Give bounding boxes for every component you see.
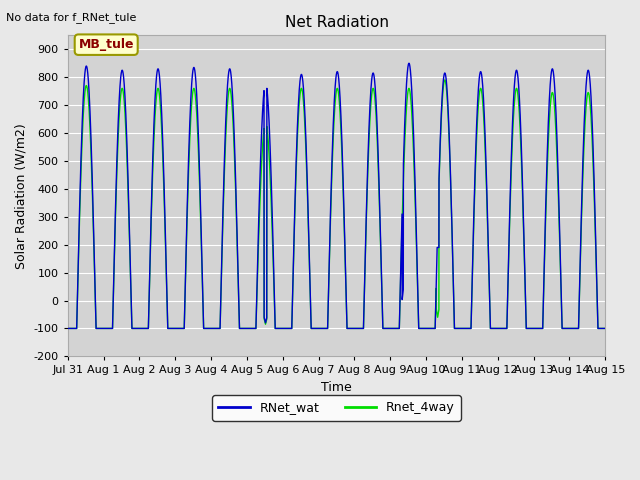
Title: Net Radiation: Net Radiation bbox=[285, 15, 388, 30]
Text: No data for f_RNet_tule: No data for f_RNet_tule bbox=[6, 12, 137, 23]
Text: MB_tule: MB_tule bbox=[79, 38, 134, 51]
Legend: RNet_wat, Rnet_4way: RNet_wat, Rnet_4way bbox=[212, 395, 461, 420]
X-axis label: Time: Time bbox=[321, 381, 352, 394]
Y-axis label: Solar Radiation (W/m2): Solar Radiation (W/m2) bbox=[15, 123, 28, 269]
